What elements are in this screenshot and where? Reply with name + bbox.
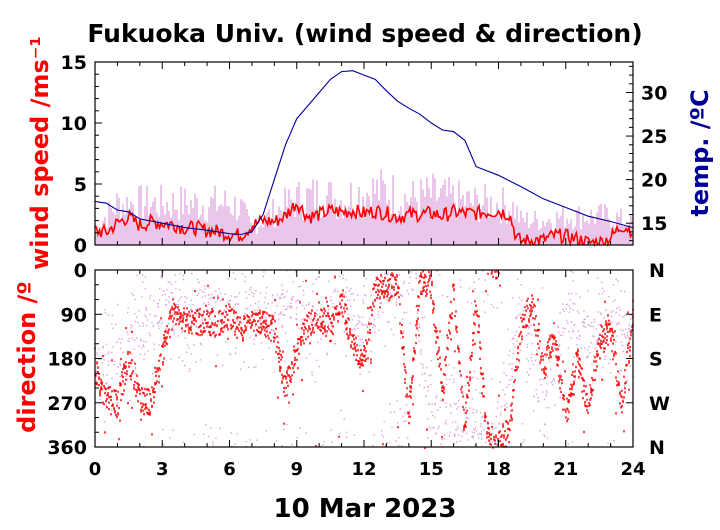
x-tick-label: 12	[351, 459, 376, 480]
x-tick-label: 15	[419, 459, 444, 480]
y-tick-label: 5	[74, 174, 87, 196]
x-tick-label: 18	[486, 459, 511, 480]
compass-label: E	[649, 304, 662, 326]
y2-tick-label: 20	[641, 170, 667, 192]
x-tick-label: 9	[290, 459, 303, 480]
compass-label: W	[649, 393, 670, 415]
date-label: 10 Mar 2023	[274, 494, 457, 524]
x-tick-label: 3	[156, 459, 169, 480]
direction-panel	[94, 269, 635, 449]
y-tick-label: 360	[47, 437, 87, 459]
temperature-axis-label: temp. /ºC	[686, 89, 714, 216]
chart-title: Fukuoka Univ. (wind speed & direction)	[87, 19, 642, 48]
y-tick-label: 90	[61, 304, 87, 326]
direction-axis-label: direction /º	[13, 281, 41, 433]
wind-speed-series	[94, 202, 633, 248]
compass-label: N	[649, 437, 665, 459]
compass-label: N	[649, 260, 665, 282]
y-tick-label: 15	[61, 52, 87, 74]
axes: 0 3 6 9 12 15 18 21 24 0 5 10 15 15 20 25 30 0 N 90 E 180 S 270…	[47, 52, 670, 480]
y-tick-label: 0	[74, 235, 87, 257]
x-tick-label: 6	[223, 459, 236, 480]
y-tick-label: 180	[47, 349, 87, 371]
y-tick-label: 0	[74, 260, 87, 282]
x-tick-label: 0	[89, 459, 102, 480]
wind-speed-axis-label: wind speed /ms⁻¹	[26, 36, 54, 270]
x-tick-label: 21	[553, 459, 578, 480]
y2-tick-label: 25	[641, 126, 667, 148]
wind-speed-panel	[94, 70, 634, 248]
x-tick-label: 24	[620, 459, 645, 480]
y-tick-label: 10	[61, 113, 87, 135]
y2-tick-label: 30	[641, 83, 667, 105]
y-tick-label: 270	[47, 393, 87, 415]
y2-tick-label: 15	[641, 213, 667, 235]
compass-label: S	[649, 349, 663, 371]
temperature-series	[94, 70, 634, 236]
